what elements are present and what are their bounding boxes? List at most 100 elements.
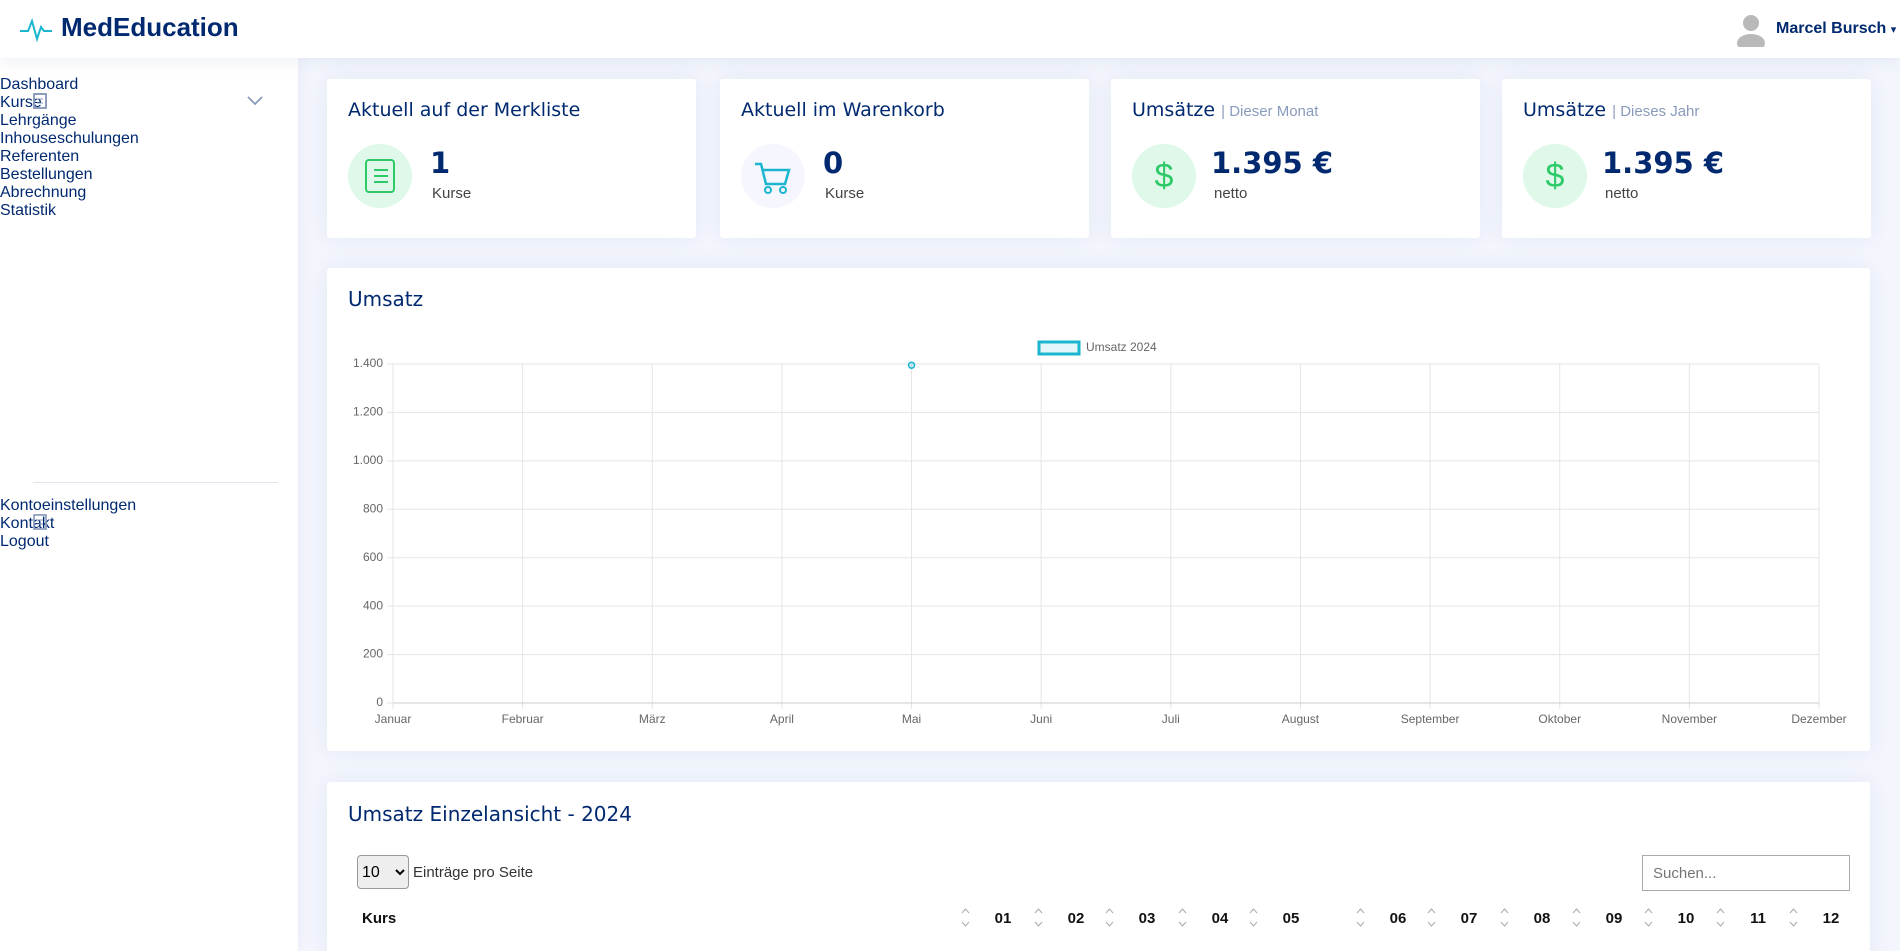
card-value: 0 (823, 146, 844, 180)
nav-label[interactable]: Statistik (0, 202, 57, 219)
user-name[interactable]: Marcel Bursch (1776, 20, 1887, 37)
card-icon (348, 144, 412, 208)
nav-icon (33, 514, 47, 530)
column-label[interactable]: 02 (1067, 910, 1085, 927)
column-header[interactable]: 12 (1801, 910, 1861, 927)
nav-item[interactable]: Kontoeinstellungen (0, 497, 298, 530)
card-title: Umsätze | Dieses Jahr (1523, 99, 1699, 121)
stat-card: Aktuell auf der Merkliste 1 Kurse (327, 79, 696, 238)
card-value: 1.395 € (1602, 146, 1725, 180)
card-icon: $ (1523, 144, 1587, 208)
nav-item[interactable]: Abrechnung (0, 93, 298, 202)
nav-label[interactable]: Kontoeinstellungen (0, 497, 137, 514)
column-header[interactable]: 06 (1368, 910, 1428, 927)
column-header[interactable]: 10 (1656, 910, 1716, 927)
nav-icon (33, 93, 47, 109)
nav-item[interactable]: Statistik (0, 93, 298, 220)
column-label[interactable]: 06 (1389, 910, 1407, 927)
nav-item[interactable]: Referenten (0, 93, 298, 166)
table-title: Umsatz Einzelansicht - 2024 (348, 802, 632, 826)
sidebar: Dashboard Kurse Lehrgänge Inhouseschulungen… (0, 58, 298, 951)
card-icon: $ (1132, 144, 1196, 208)
legend-label: Umsatz 2024 (1086, 340, 1157, 354)
nav-label[interactable]: Dashboard (0, 76, 79, 93)
sort-arrows (1105, 908, 1114, 927)
nav-item[interactable]: Dashboard (0, 76, 298, 109)
column-header[interactable]: 04 (1190, 910, 1250, 927)
card-title: Aktuell auf der Merkliste (348, 99, 580, 121)
nav-item[interactable]: Lehrgänge (0, 93, 298, 130)
column-label[interactable]: 01 (994, 910, 1012, 927)
column-label[interactable]: 09 (1605, 910, 1623, 927)
y-tick-label: 1.200 (353, 405, 383, 419)
card-icon-glyph (365, 159, 395, 193)
card-value: 1.395 € (1211, 146, 1334, 180)
column-label[interactable]: Kurs (362, 910, 397, 927)
card-unit: netto (1605, 185, 1639, 202)
column-label[interactable]: 04 (1211, 910, 1229, 927)
x-tick-label: August (1282, 712, 1320, 726)
stat-card: Umsätze | Dieses Jahr $1.395 € netto (1502, 79, 1871, 238)
column-header[interactable]: 07 (1439, 910, 1499, 927)
column-label[interactable]: 10 (1677, 910, 1695, 927)
card-title-text: Aktuell im Warenkorb (741, 99, 945, 121)
x-tick-label: Oktober (1538, 712, 1581, 726)
column-header[interactable]: 05 (1261, 910, 1321, 927)
sort-arrows (1427, 908, 1436, 927)
column-label[interactable]: 08 (1533, 910, 1551, 927)
card-title: Umsätze | Dieser Monat (1132, 99, 1318, 121)
column-header[interactable]: 08 (1512, 910, 1572, 927)
nav-label[interactable]: Lehrgänge (0, 112, 77, 129)
column-header[interactable]: Kurs (362, 910, 462, 927)
card-icon-glyph (755, 162, 791, 194)
card-unit: Kurse (432, 185, 472, 202)
column-header[interactable]: 09 (1584, 910, 1644, 927)
nav-label[interactable]: Logout (0, 533, 49, 550)
sort-arrows (1178, 908, 1187, 927)
column-label[interactable]: 11 (1750, 910, 1766, 927)
brand[interactable]: MedEducation (61, 12, 239, 42)
avatar[interactable] (1735, 13, 1767, 47)
card-subtitle: | Dieser Monat (1221, 103, 1319, 120)
nav-item[interactable]: Logout (0, 514, 298, 551)
column-header[interactable]: 01 (973, 910, 1033, 927)
x-tick-label: Dezember (1791, 712, 1846, 726)
nav-label[interactable]: Bestellungen (0, 166, 93, 183)
y-tick-label: 400 (363, 598, 383, 612)
nav-item[interactable]: Bestellungen (0, 93, 298, 184)
x-tick-label: Februar (502, 712, 544, 726)
card-value: 1 (430, 146, 451, 180)
column-header[interactable]: 02 (1046, 910, 1106, 927)
nav-label[interactable]: Abrechnung (0, 184, 87, 201)
nav-label[interactable]: Referenten (0, 148, 80, 165)
page-size-select[interactable]: 10 (357, 855, 409, 889)
card-unit: Kurse (825, 185, 865, 202)
chart-title: Umsatz (348, 287, 424, 311)
x-tick-label: Mai (902, 712, 921, 726)
column-label[interactable]: 05 (1282, 910, 1300, 927)
nav-label[interactable]: Kontakt (0, 515, 55, 532)
nav-label[interactable]: Inhouseschulungen (0, 130, 139, 147)
chart-card: Umsatz 0 200 400 600 800 1.000 1.200 1.400 Janua… (327, 268, 1870, 751)
x-tick-label: November (1662, 712, 1717, 726)
nav-item[interactable]: Inhouseschulungen (0, 93, 298, 148)
page-size-label: Einträge pro Seite (413, 864, 534, 881)
column-label[interactable]: 03 (1138, 910, 1156, 927)
card-icon-glyph: $ (1155, 157, 1174, 195)
column-header[interactable]: 03 (1117, 910, 1177, 927)
column-header[interactable]: 11 (1728, 910, 1788, 927)
chart: 0 200 400 600 800 1.000 1.200 1.400 Januar Februa… (353, 340, 1847, 726)
y-tick-label: 0 (376, 695, 383, 709)
search-input[interactable] (1642, 855, 1850, 891)
user-menu[interactable]: Marcel Bursch ▾ (1776, 20, 1897, 37)
logo-icon (20, 17, 52, 42)
x-tick-label: September (1401, 712, 1460, 726)
column-label[interactable]: 07 (1460, 910, 1478, 927)
card-subtitle: | Dieses Jahr (1612, 103, 1700, 120)
nav-account: Kontoeinstellungen Kontakt Logout (0, 497, 298, 551)
nav-label[interactable]: Kurse (0, 94, 42, 111)
card-title-text: Umsätze (1132, 99, 1216, 121)
column-label[interactable]: 12 (1822, 910, 1840, 927)
legend-swatch (1037, 340, 1081, 356)
x-tick-label: April (770, 712, 794, 726)
